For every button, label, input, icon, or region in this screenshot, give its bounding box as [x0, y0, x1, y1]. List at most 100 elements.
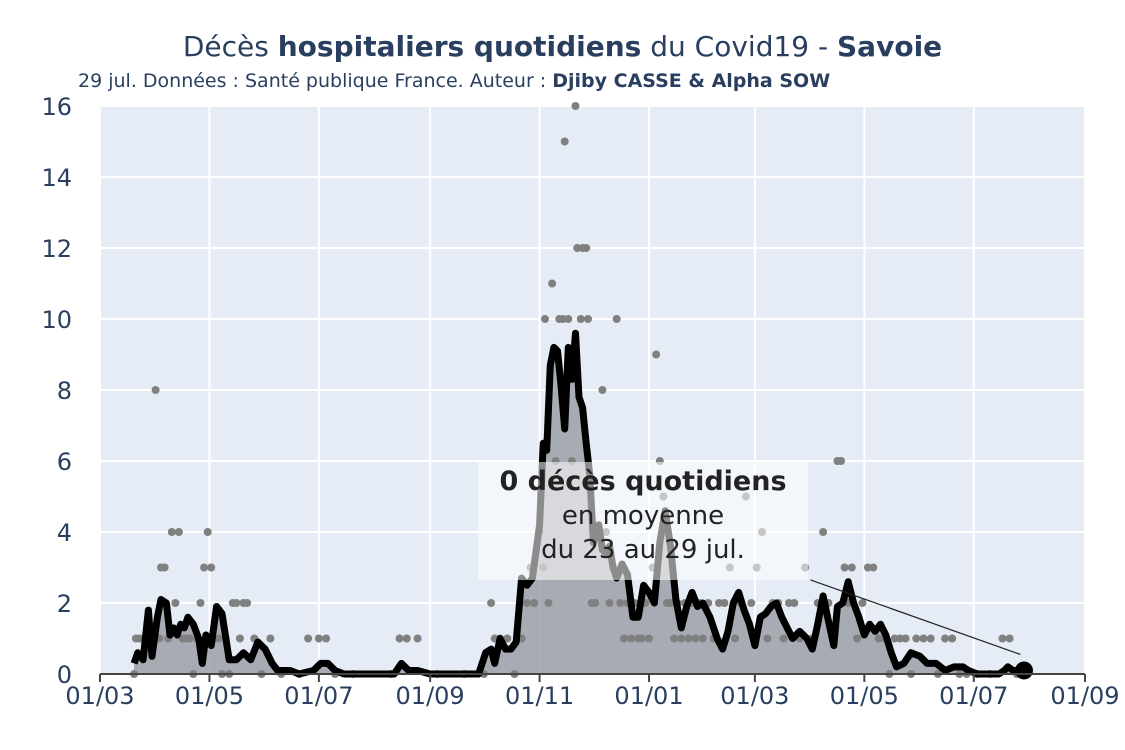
y-tick-label: 4 [57, 519, 72, 547]
daily-death-point [571, 102, 580, 110]
daily-death-point [503, 634, 512, 643]
daily-death-point [926, 634, 935, 643]
title-part2: hospitaliers quotidiens [277, 30, 642, 63]
daily-death-point [720, 599, 729, 607]
daily-death-point [160, 563, 169, 572]
daily-death-point [941, 634, 950, 643]
daily-death-point [200, 563, 209, 572]
axes: 0 2 4 6 8 10 12 14 16 01/03 01/05 01/07 01/09 01/11 01… [41, 93, 1119, 710]
daily-death-point [677, 634, 686, 643]
daily-death-point [869, 563, 878, 572]
daily-death-point [314, 634, 323, 643]
daily-death-point [207, 563, 216, 572]
daily-death-point [544, 599, 553, 607]
daily-death-point [948, 634, 957, 643]
daily-death-point [901, 634, 910, 643]
daily-death-point [684, 634, 693, 643]
daily-death-point [858, 599, 867, 607]
y-tick-label: 8 [57, 377, 72, 405]
daily-death-point [619, 634, 628, 643]
daily-death-point [837, 457, 845, 465]
daily-death-point [395, 634, 404, 643]
daily-death-point [612, 315, 621, 323]
x-tick-label: 01/07 [939, 682, 1008, 710]
daily-death-point [998, 634, 1007, 643]
annotation-arrow-line [810, 579, 1021, 656]
daily-death-point [196, 599, 205, 607]
subtitle-author: Djiby CASSE & Alpha SOW [552, 70, 831, 92]
y-tick-label: 6 [57, 448, 72, 476]
daily-death-point [487, 599, 496, 607]
y-tick-label: 14 [41, 164, 72, 192]
daily-death-point [523, 599, 531, 607]
daily-death-point [243, 599, 252, 607]
x-tick-label: 01/07 [284, 682, 353, 710]
daily-death-point [637, 634, 646, 643]
y-tick-label: 10 [41, 306, 72, 334]
daily-death-point [530, 599, 539, 607]
subtitle-part1: 29 jul. Données : Santé publique France.… [78, 70, 553, 92]
daily-death-point [564, 315, 573, 323]
daily-death-point [847, 563, 856, 572]
daily-death-point [167, 528, 176, 536]
daily-death-point [591, 599, 600, 607]
daily-death-point [203, 528, 212, 536]
annotation-line3: du 23 au 29 jul. [541, 535, 745, 565]
daily-death-point [322, 634, 331, 643]
x-tick-label: 01/03 [65, 682, 134, 710]
title-part3: du Covid19 - [641, 30, 838, 63]
daily-death-point [548, 279, 557, 288]
daily-death-point [747, 599, 756, 607]
daily-death-point [853, 634, 862, 643]
grid [99, 105, 1086, 675]
y-tick-label: 2 [57, 590, 72, 618]
daily-death-point [919, 634, 928, 643]
daily-death-point [819, 528, 828, 536]
daily-death-point [214, 634, 223, 643]
daily-death-point [698, 634, 707, 643]
daily-death-point [652, 350, 661, 359]
daily-death-point [151, 386, 160, 394]
daily-death-point [779, 634, 788, 643]
chart-subtitle: 29 jul. Données : Santé publique France.… [78, 70, 830, 92]
y-tick-label: 16 [41, 93, 72, 121]
x-tick-label: 01/09 [396, 682, 465, 710]
daily-death-point [627, 634, 636, 643]
chart-title: Décès hospitaliers quotidiens du Covid19… [0, 30, 1125, 63]
daily-death-point [560, 137, 569, 146]
daily-death-point [541, 315, 549, 323]
daily-death-point [616, 599, 625, 607]
title-part4: Savoie [837, 30, 943, 63]
daily-death-point [402, 634, 411, 643]
daily-death-point [584, 315, 592, 323]
daily-death-point [582, 244, 591, 252]
annotation-arrow [810, 579, 1021, 656]
x-tick-label: 01/05 [830, 682, 899, 710]
daily-death-point [790, 599, 799, 607]
daily-death-point [174, 528, 183, 536]
daily-death-point [912, 634, 921, 643]
annotation-box: 0 décès quotidiens en moyenne du 23 au 2… [478, 462, 808, 580]
daily-death-point [731, 634, 740, 643]
daily-death-point [235, 634, 244, 643]
x-tick-label: 01/01 [614, 682, 683, 710]
x-tick-label: 01/11 [505, 682, 574, 710]
x-tick-label: 01/03 [720, 682, 789, 710]
daily-death-point [598, 386, 607, 394]
title-part1: Décès [182, 30, 278, 63]
latest-value-marker [1014, 661, 1033, 680]
daily-death-point [605, 599, 614, 607]
daily-death-point [666, 599, 675, 607]
daily-death-point [304, 634, 313, 643]
daily-death-point [171, 599, 180, 607]
daily-death-point [576, 315, 585, 323]
daily-death-point [232, 599, 241, 607]
daily-death-point [1005, 634, 1014, 643]
daily-death-point [266, 634, 275, 643]
y-tick-label: 12 [41, 235, 72, 263]
x-tick-label: 01/05 [175, 682, 244, 710]
daily-death-point [763, 634, 772, 643]
daily-death-point [413, 634, 422, 643]
daily-death-point [185, 634, 194, 643]
